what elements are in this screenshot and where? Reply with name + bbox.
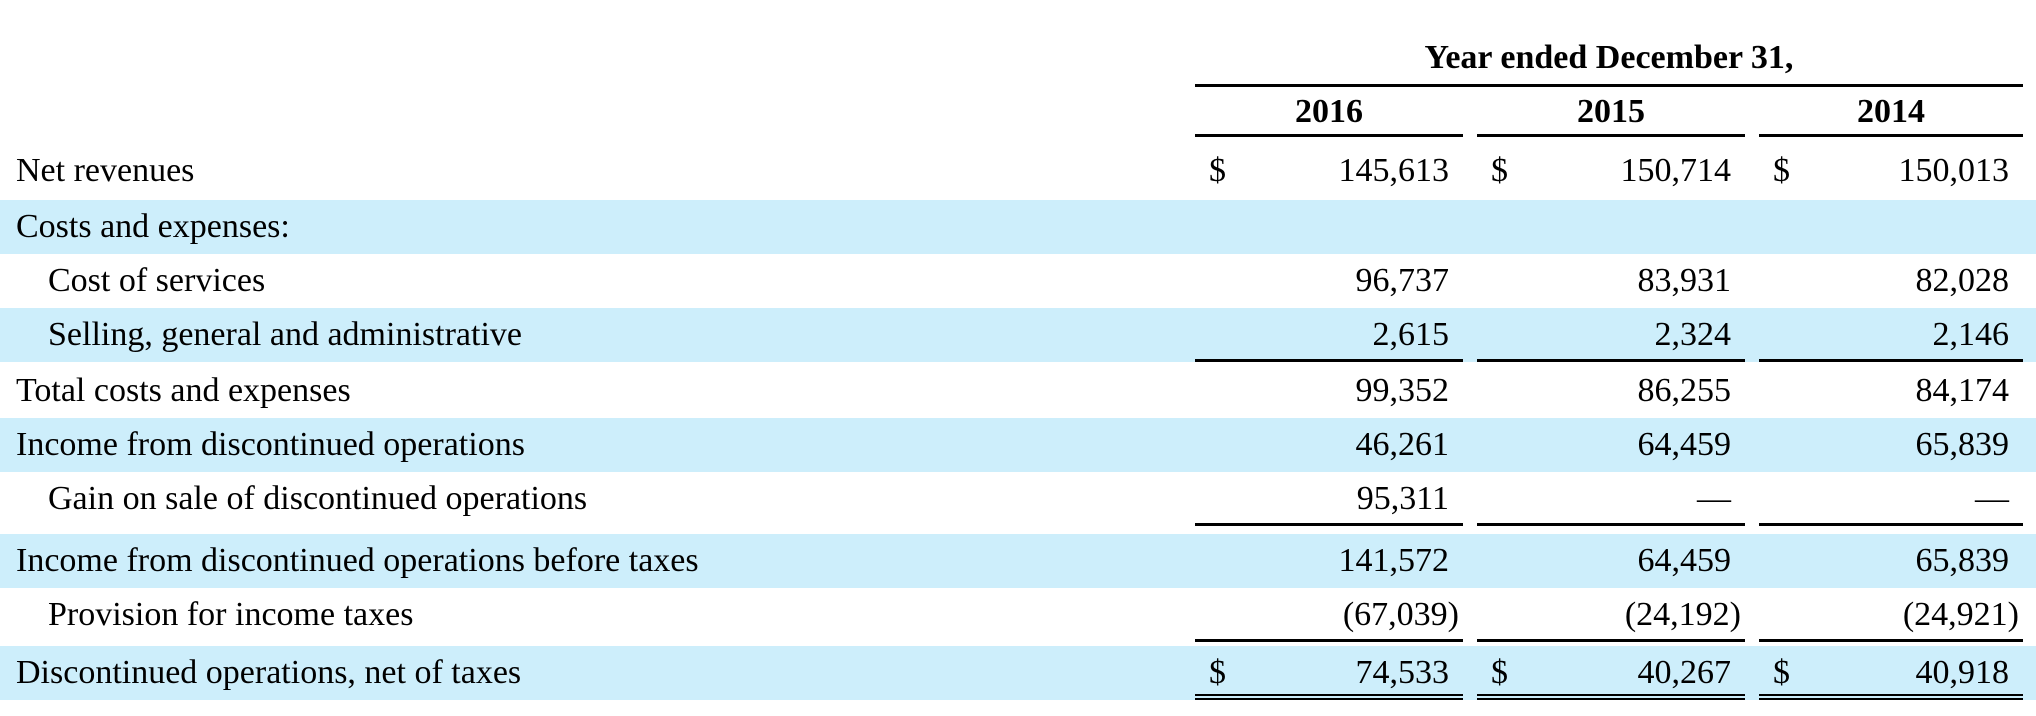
row-label: Costs and expenses: — [16, 208, 290, 245]
cell-value: (24,192) — [1624, 596, 1741, 633]
table-row: Discontinued operations, net of taxes $ … — [0, 646, 2036, 700]
table-row: Selling, general and administrative 2,61… — [0, 308, 2036, 362]
cell-value: 150,714 — [1620, 152, 1732, 189]
cell-value: 96,737 — [1355, 262, 1450, 299]
currency-symbol: $ — [1773, 654, 1790, 691]
value-cell: 83,931 — [1477, 254, 1745, 308]
cell-value: 150,013 — [1898, 152, 2010, 189]
value-cell: 95,311 — [1195, 472, 1463, 526]
currency-symbol: $ — [1491, 152, 1508, 189]
cell-value: 141,572 — [1338, 542, 1450, 579]
value-cell: $ 150,714 — [1477, 144, 1745, 198]
table-row: Gain on sale of discontinued operations … — [0, 472, 2036, 526]
value-cell: $ 150,013 — [1759, 144, 2023, 198]
cell-value: 84,174 — [1915, 372, 2010, 409]
cell-value: 46,261 — [1355, 426, 1450, 463]
value-cell: $ 74,533 — [1195, 646, 1463, 700]
cell-value: 83,931 — [1637, 262, 1732, 299]
cell-value: (24,921) — [1902, 596, 2019, 633]
value-cell: $ 145,613 — [1195, 144, 1463, 198]
cell-value: 2,615 — [1372, 316, 1450, 353]
row-label: Cost of services — [48, 262, 266, 299]
row-label: Income from discontinued operations befo… — [16, 542, 699, 579]
cell-value: 145,613 — [1338, 152, 1450, 189]
cell-value: 95,311 — [1356, 480, 1449, 517]
year-header-2014: 2014 — [1759, 90, 2023, 137]
value-cell: $ 40,267 — [1477, 646, 1745, 700]
cell-value: 65,839 — [1915, 426, 2010, 463]
cell-value: 2,146 — [1932, 316, 2010, 353]
table-row: Income from discontinued operations 46,2… — [0, 418, 2036, 472]
value-cell: — — [1477, 472, 1745, 526]
table-row: Total costs and expenses 99,352 86,255 8… — [0, 364, 2036, 418]
row-label: Total costs and expenses — [16, 372, 351, 409]
cell-value: (67,039) — [1342, 596, 1459, 633]
table-row: Net revenues $ 145,613 $ 150,714 $ 150,0… — [0, 144, 2036, 198]
value-cell: 86,255 — [1477, 364, 1745, 418]
cell-value: 64,459 — [1637, 542, 1732, 579]
row-label: Income from discontinued operations — [16, 426, 525, 463]
cell-value: 86,255 — [1637, 372, 1732, 409]
value-cell: — — [1759, 472, 2023, 526]
year-header-2015: 2015 — [1477, 90, 1745, 137]
value-cell: 99,352 — [1195, 364, 1463, 418]
row-label: Discontinued operations, net of taxes — [16, 654, 522, 691]
period-header: Year ended December 31, — [1195, 36, 2023, 87]
value-cell: 141,572 — [1195, 534, 1463, 588]
value-cell: 96,737 — [1195, 254, 1463, 308]
cell-value: — — [1975, 480, 2009, 517]
cell-value: 74,533 — [1355, 654, 1450, 691]
cell-value: — — [1697, 480, 1731, 517]
table-row: Provision for income taxes (67,039) (24,… — [0, 588, 2036, 642]
currency-symbol: $ — [1491, 654, 1508, 691]
cell-value: 40,267 — [1637, 654, 1732, 691]
value-cell: 64,459 — [1477, 534, 1745, 588]
row-label: Gain on sale of discontinued operations — [48, 480, 588, 517]
value-cell: 46,261 — [1195, 418, 1463, 472]
value-cell: (24,192) — [1477, 588, 1745, 642]
value-cell: (24,921) — [1759, 588, 2023, 642]
cell-value: 64,459 — [1637, 426, 1732, 463]
year-header-2016: 2016 — [1195, 90, 1463, 137]
cell-value: 82,028 — [1915, 262, 2010, 299]
table-row: Cost of services 96,737 83,931 82,028 — [0, 254, 2036, 308]
value-cell: (67,039) — [1195, 588, 1463, 642]
table-row: Income from discontinued operations befo… — [0, 534, 2036, 588]
cell-value: 2,324 — [1654, 316, 1732, 353]
cell-value: 99,352 — [1355, 372, 1450, 409]
value-cell: $ 40,918 — [1759, 646, 2023, 700]
currency-symbol: $ — [1209, 654, 1226, 691]
row-label: Selling, general and administrative — [48, 316, 522, 353]
table-row: Costs and expenses: — [0, 200, 2036, 254]
row-label: Provision for income taxes — [48, 596, 414, 633]
value-cell: 65,839 — [1759, 418, 2023, 472]
value-cell: 2,324 — [1477, 308, 1745, 362]
value-cell: 84,174 — [1759, 364, 2023, 418]
value-cell: 64,459 — [1477, 418, 1745, 472]
value-cell: 82,028 — [1759, 254, 2023, 308]
row-label: Net revenues — [16, 152, 195, 189]
value-cell: 2,146 — [1759, 308, 2023, 362]
value-cell: 65,839 — [1759, 534, 2023, 588]
cell-value: 40,918 — [1915, 654, 2010, 691]
currency-symbol: $ — [1773, 152, 1790, 189]
cell-value: 65,839 — [1915, 542, 2010, 579]
value-cell: 2,615 — [1195, 308, 1463, 362]
currency-symbol: $ — [1209, 152, 1226, 189]
